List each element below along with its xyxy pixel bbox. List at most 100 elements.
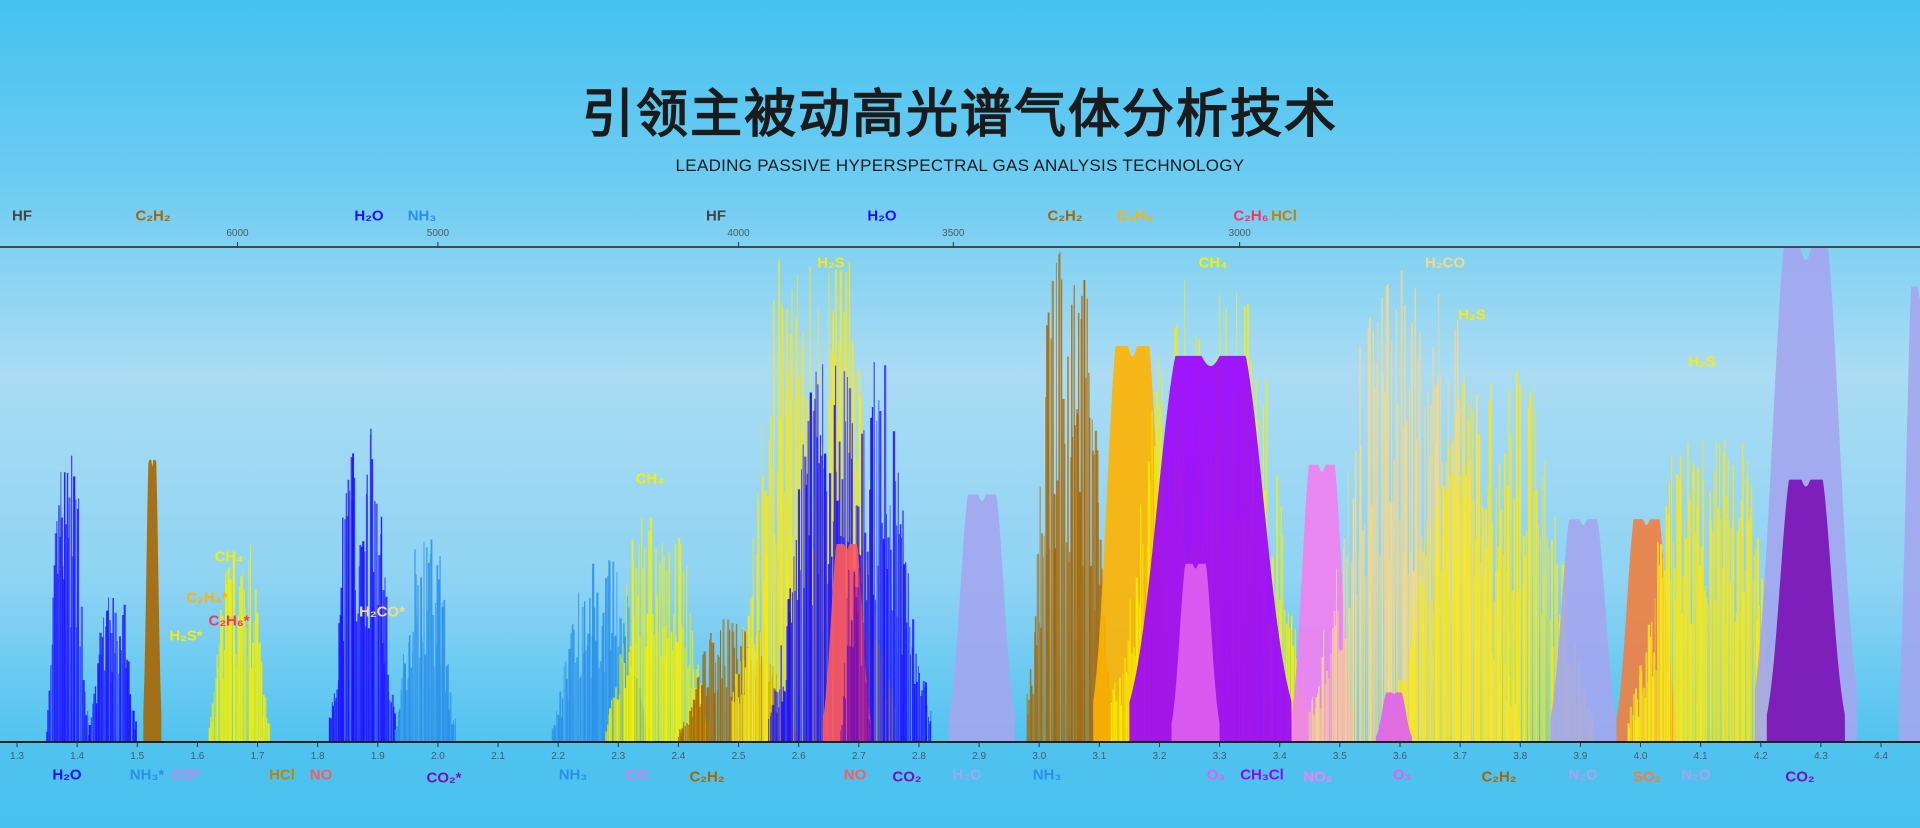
band-envelope [143, 459, 162, 742]
band-o3 [1375, 692, 1413, 742]
top-tick-label: 5000 [426, 228, 450, 239]
bottom-tick-label: 2.6 [791, 751, 806, 762]
gas-label-c2h4: C₂H₄ [1117, 207, 1153, 225]
band-envelope [1129, 355, 1292, 742]
gas-label-o3: O₃ [1206, 766, 1226, 784]
band-c2h2 [143, 459, 162, 742]
bottom-tick-label: 4.3 [1813, 751, 1828, 762]
bottom-tick-label: 4.1 [1693, 751, 1708, 762]
bottom-tick-label: 2.5 [731, 751, 746, 762]
band-n2o [1550, 519, 1617, 742]
bottom-tick-label: 3.3 [1212, 751, 1227, 762]
top-tick-label: 3500 [942, 228, 965, 239]
bottom-tick-label: 1.4 [70, 751, 85, 762]
band-envelope [1375, 692, 1413, 742]
gas-label-n2o: N₂O [1681, 766, 1711, 784]
bottom-tick-label: 1.8 [310, 751, 325, 762]
gas-label-nh3: NH₃ [407, 207, 437, 225]
gas-label-nh3: NH₃ [1032, 766, 1062, 784]
band-n2o [949, 494, 1016, 742]
gas-label-c2h2: C₂H₂ [1047, 207, 1083, 225]
band-ch3cl [1129, 355, 1292, 742]
bottom-tick-label: 2.2 [551, 751, 566, 762]
gas-label-ch3cl: CH₃Cl [1240, 766, 1284, 784]
band-envelope [1899, 286, 1920, 742]
gas-label-no: NO [309, 766, 333, 784]
bottom-tick-label: 4.2 [1753, 751, 1768, 762]
band-envelope [1550, 519, 1617, 742]
page-title: 引领主被动高光谱气体分析技术 [581, 85, 1338, 145]
band-envelope [1766, 479, 1845, 742]
top-tick-label: 4000 [727, 228, 750, 239]
gas-label-ch4: CH₄ [214, 548, 244, 566]
gas-label-c2h6: C₂H₆ [1233, 207, 1269, 225]
gas-label-ch4: CH₄ [635, 470, 665, 488]
bottom-tick-label: 3.5 [1332, 751, 1347, 762]
bottom-tick-label: 1.5 [130, 751, 145, 762]
gas-label-hcl: HCl [269, 766, 295, 784]
band-h2o [88, 597, 138, 742]
band-co2 [840, 548, 872, 742]
gas-label-nh3: NH₃* [129, 766, 165, 784]
top-tick-label: 3000 [1228, 228, 1251, 239]
gas-label-h2s: H₂S* [169, 627, 203, 645]
bottom-tick-label: 2.9 [972, 751, 987, 762]
bottom-tick-label: 2.0 [430, 751, 445, 762]
bottom-tick-label: 3.2 [1152, 751, 1167, 762]
bottom-tick-label: 2.7 [851, 751, 866, 762]
bottom-tick-label: 2.1 [491, 751, 505, 762]
bottom-tick-label: 1.3 [10, 751, 24, 762]
bottom-tick-label: 1.6 [190, 751, 205, 762]
page-subtitle: LEADING PASSIVE HYPERSPECTRAL GAS ANALYS… [675, 156, 1245, 175]
gas-label-hf: HF [12, 207, 32, 225]
gas-label-hf: HF [706, 207, 726, 225]
band-o3 [1171, 563, 1220, 742]
bottom-tick-label: 2.8 [911, 751, 926, 762]
spectral-bands [45, 247, 1920, 742]
gas-label-o3: O₃ [1392, 766, 1412, 784]
bottom-tick-label: 1.9 [370, 751, 385, 762]
gas-label-c2h4: C₂H₄* [186, 589, 228, 607]
band-envelope [949, 494, 1016, 742]
gas-label-h2co: H₂CO [1425, 254, 1465, 272]
band-ch4 [208, 544, 271, 742]
gas-label-co2: CO₂ [892, 768, 922, 786]
bottom-tick-label: 3.9 [1573, 751, 1588, 762]
bottom-tick-label: 3.1 [1092, 751, 1107, 762]
gas-label-c2h2: C₂H₂ [135, 207, 171, 225]
bottom-tick-label: 3.7 [1453, 751, 1468, 762]
gas-label-h2co: H₂CO* [359, 603, 405, 621]
bottom-tick-label: 4.0 [1633, 751, 1648, 762]
bottom-tick-label: 2.3 [611, 751, 626, 762]
bottom-tick-label: 1.7 [250, 751, 265, 762]
gas-label-h2s: H₂S [1688, 353, 1716, 371]
gas-label-n2o: N₂O [1568, 766, 1598, 784]
gas-label-co: CO [625, 766, 649, 784]
band-co2 [1766, 479, 1845, 742]
gas-label-hcl: HCl [1271, 207, 1297, 225]
gas-label-ch4: CH₄ [1198, 254, 1228, 272]
gas-label-h2o: H₂O [867, 207, 897, 225]
bottom-tick-label: 3.0 [1032, 751, 1047, 762]
top-tick-label: 6000 [226, 228, 249, 239]
bottom-tick-label: 3.4 [1272, 751, 1287, 762]
band-h2s [1627, 437, 1791, 742]
gas-label-co2: CO₂ [1785, 768, 1815, 786]
gas-label-co: CO* [171, 766, 201, 784]
gas-label-no: NO [843, 766, 867, 784]
bottom-tick-label: 3.8 [1513, 751, 1528, 762]
tick-marks [16, 242, 1882, 747]
bottom-tick-label: 2.4 [671, 751, 686, 762]
band-nh3 [394, 539, 456, 742]
band-no2 [1291, 464, 1352, 742]
gas-label-no2: NO₂ [1303, 768, 1333, 786]
gas-label-h2s: H₂S [817, 254, 845, 272]
gas-label-co2: CO₂* [426, 769, 462, 787]
bottom-tick-label: 3.6 [1393, 751, 1407, 762]
bottom-tick-label: 4.4 [1874, 751, 1888, 762]
gas-label-so2: SO₂ [1632, 768, 1662, 786]
band-envelope [1171, 563, 1220, 742]
band-h2o [328, 428, 396, 742]
gas-label-h2o: H₂O [52, 766, 82, 784]
